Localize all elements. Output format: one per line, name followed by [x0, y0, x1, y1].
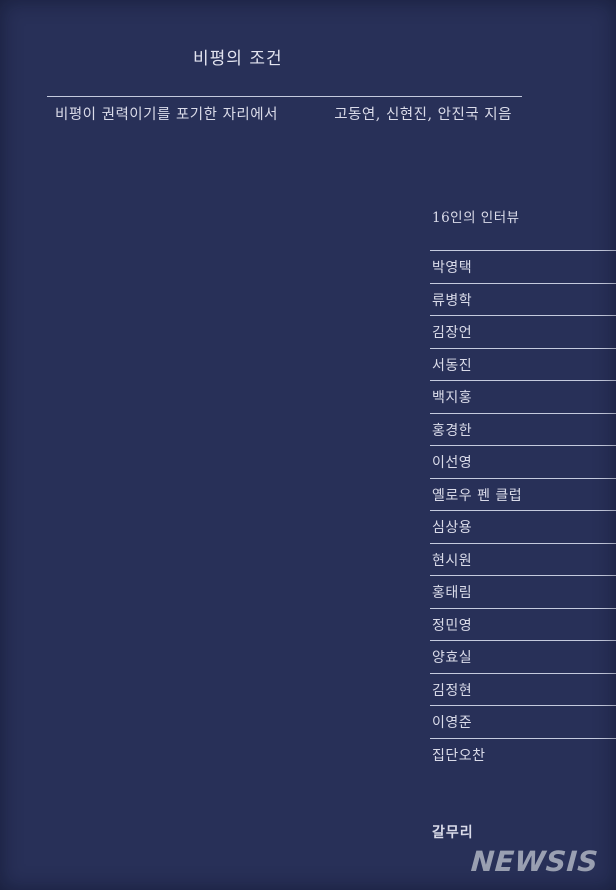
interviewee-item: 류병학: [430, 282, 616, 316]
interviewee-item: 양효실: [430, 640, 616, 673]
interviewee-item: 홍경한: [430, 412, 616, 446]
interviewee-item: 이선영: [430, 445, 616, 478]
interviewee-item: 서동진: [430, 347, 616, 381]
interviewee-item: 홍태림: [430, 575, 616, 608]
newsis-watermark: NEWSIS: [469, 845, 600, 878]
title-divider-line: [47, 96, 522, 97]
interviewee-item: 박영택: [430, 250, 616, 283]
interviewee-item: 현시원: [430, 542, 616, 576]
interviewee-item: 심상용: [430, 510, 616, 543]
interviewee-item: 옐로우 펜 클럽: [430, 477, 616, 511]
interviewee-item: 집단오찬: [430, 737, 616, 771]
book-authors: 고동연, 신현진, 안진국 지음: [334, 107, 512, 123]
publisher-name: 갈무리: [432, 825, 474, 841]
interviewee-item: 백지홍: [430, 380, 616, 413]
subtitle-row: 비평이 권력이기를 포기한 자리에서 고동연, 신현진, 안진국 지음: [47, 103, 512, 124]
interviewee-item: 이영준: [430, 705, 616, 738]
interviewee-list: 박영택 류병학 김장언 서동진 백지홍 홍경한 이선영 옐로우 펜 클럽 심상용 현시원 홍태림 정민…: [430, 250, 616, 770]
interviewee-item: 김정현: [430, 672, 616, 706]
interviewee-item: 정민영: [430, 607, 616, 641]
book-title: 비평의 조건: [193, 49, 283, 69]
interview-count-label: 16인의 인터뷰: [432, 210, 520, 226]
book-subtitle: 비평이 권력이기를 포기한 자리에서: [55, 107, 278, 123]
interviewee-item: 김장언: [430, 315, 616, 348]
